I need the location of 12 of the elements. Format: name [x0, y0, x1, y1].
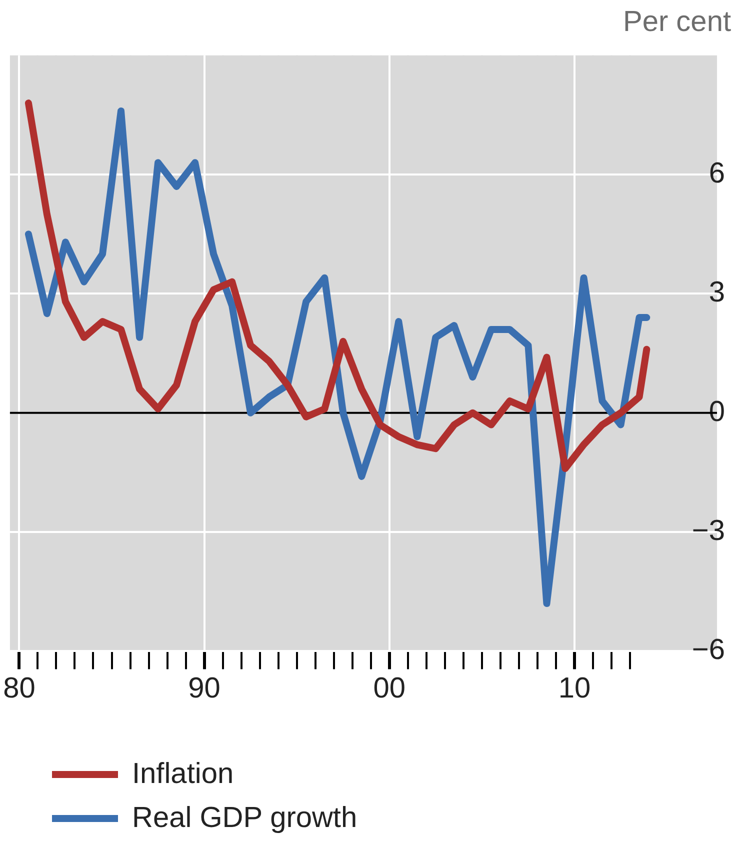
- x-tick-label: 80: [3, 672, 36, 705]
- x-tick-label: 00: [373, 672, 406, 705]
- legend-label: Real GDP growth: [132, 802, 358, 834]
- x-tick-label: 90: [188, 672, 220, 705]
- y-tick-label: −3: [692, 515, 725, 548]
- legend-label: Inflation: [132, 758, 234, 790]
- y-tick-label: 0: [708, 396, 725, 428]
- y-axis-title: Per cent: [623, 6, 731, 39]
- y-tick-label: −6: [692, 634, 725, 666]
- y-tick-label: 6: [708, 158, 725, 190]
- y-tick-label: 3: [708, 276, 725, 309]
- x-tick-label: 10: [558, 672, 591, 705]
